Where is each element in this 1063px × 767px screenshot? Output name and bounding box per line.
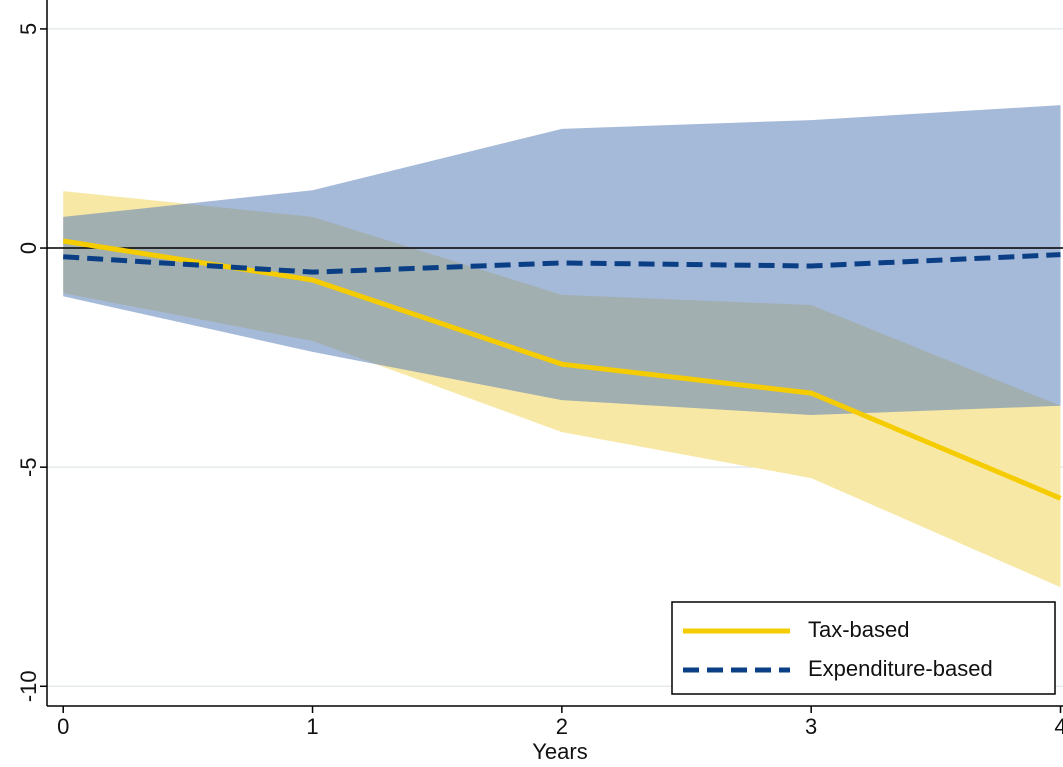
x-tick-label: 3: [805, 714, 817, 739]
y-tick-label: -10: [16, 670, 41, 702]
y-tick-label: 0: [16, 242, 41, 254]
x-tick-label: 0: [57, 714, 69, 739]
y-tick-label: -5: [16, 457, 41, 477]
y-tick-label: 5: [16, 23, 41, 35]
series-line: [62, 238, 1062, 501]
series-line: [63, 252, 1061, 275]
legend-box: [671, 601, 1056, 695]
legend-label: Expenditure-based: [808, 656, 993, 681]
x-axis-label: Years: [532, 739, 587, 764]
x-tick-label: 1: [306, 714, 318, 739]
legend-label: Tax-based: [808, 617, 910, 642]
x-tick-label: 4: [1054, 714, 1063, 739]
x-tick-label: 2: [556, 714, 568, 739]
plot-area: [47, 28, 1063, 688]
confidence-band: [63, 105, 1061, 416]
